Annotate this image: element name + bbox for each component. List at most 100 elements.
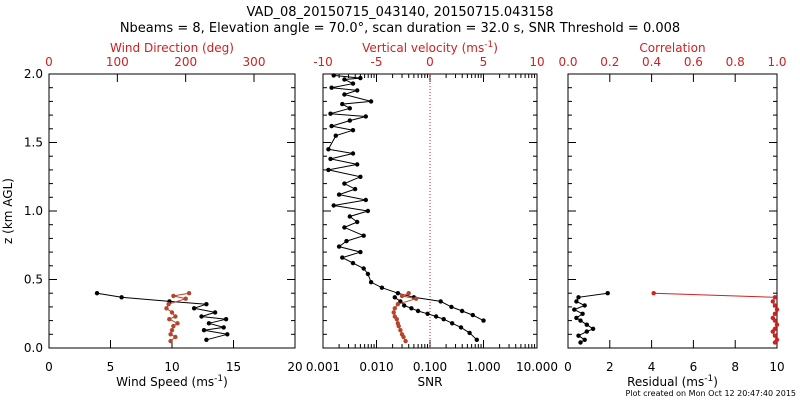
data-point bbox=[358, 174, 363, 179]
data-point bbox=[574, 315, 579, 321]
x-tick-label: 10.000 bbox=[516, 360, 558, 374]
plot-title-line1: VAD_08_20150715_043140, 20150715.043158 bbox=[247, 5, 554, 20]
x-tick-label: 0.010 bbox=[359, 360, 393, 374]
data-point bbox=[344, 238, 349, 244]
data-point bbox=[395, 291, 401, 296]
data-point bbox=[425, 311, 430, 316]
data-point bbox=[333, 133, 338, 138]
x-tick-label: 2 bbox=[606, 360, 614, 374]
top-tick-label: 0.2 bbox=[600, 55, 619, 69]
data-point bbox=[774, 307, 780, 312]
data-point bbox=[358, 249, 363, 255]
data-point bbox=[450, 321, 455, 326]
x-tick-label: 0.100 bbox=[413, 360, 447, 374]
data-point bbox=[171, 323, 176, 329]
data-point bbox=[355, 162, 360, 167]
data-point bbox=[119, 295, 124, 300]
data-point bbox=[368, 280, 374, 285]
data-point bbox=[379, 285, 385, 290]
top-tick-label: -5 bbox=[371, 55, 383, 69]
data-point bbox=[770, 299, 775, 304]
data-point bbox=[342, 225, 347, 230]
data-point bbox=[166, 302, 171, 307]
data-point bbox=[774, 322, 780, 327]
data-point bbox=[204, 337, 209, 342]
data-point bbox=[171, 293, 176, 299]
data-point bbox=[590, 326, 596, 331]
bottom-axis-label: Residual (ms-1) bbox=[627, 374, 718, 389]
data-point bbox=[361, 266, 366, 271]
y-tick-label: 0.5 bbox=[24, 273, 43, 287]
plot-frame bbox=[48, 73, 296, 349]
data-point bbox=[191, 306, 197, 311]
data-point bbox=[342, 181, 347, 186]
data-point bbox=[336, 192, 342, 197]
data-point bbox=[204, 302, 209, 307]
data-point bbox=[391, 310, 396, 315]
data-point bbox=[580, 311, 585, 316]
panel-snr: 0.001 0.010 0.100 1.000 10.000 SNR -10 -5 0 5 10 Ve… bbox=[306, 40, 558, 389]
bottom-axis-label: SNR bbox=[418, 375, 443, 389]
data-point bbox=[441, 317, 446, 322]
data-point bbox=[409, 306, 414, 311]
top-tick-label: 300 bbox=[243, 55, 266, 69]
top-tick-label: 0 bbox=[45, 55, 53, 69]
data-point bbox=[350, 260, 356, 266]
y-tick-label: 2.0 bbox=[24, 67, 43, 81]
data-point bbox=[772, 303, 778, 308]
x-tick-label: 10 bbox=[769, 360, 784, 374]
data-point bbox=[199, 314, 204, 319]
data-point bbox=[394, 317, 399, 322]
y-tick-label: 1.5 bbox=[24, 136, 43, 150]
data-point bbox=[576, 295, 581, 300]
x-tick-label: 0.001 bbox=[306, 360, 340, 374]
data-point bbox=[173, 314, 178, 319]
y-tick-label: 1.0 bbox=[24, 204, 43, 218]
data-point bbox=[449, 304, 454, 310]
data-point bbox=[355, 88, 360, 93]
data-point bbox=[206, 321, 212, 326]
top-tick-label: 1.0 bbox=[767, 55, 786, 69]
data-point bbox=[395, 302, 400, 307]
data-point bbox=[342, 92, 347, 97]
data-point bbox=[365, 208, 371, 214]
bottom-axis-label: Wind Speed (ms-1) bbox=[116, 374, 228, 389]
x-tick-label: 8 bbox=[731, 360, 739, 374]
top-tick-label: 200 bbox=[174, 55, 197, 69]
data-point bbox=[572, 307, 577, 312]
data-point bbox=[582, 337, 587, 342]
data-point bbox=[402, 303, 407, 308]
x-tick-label: 10 bbox=[164, 360, 179, 374]
series-line-residual-1 bbox=[653, 292, 778, 343]
y-axis-label: z (km AGL) bbox=[1, 178, 15, 244]
data-point bbox=[221, 325, 226, 330]
top-axis-label: Wind Direction (deg) bbox=[110, 41, 234, 55]
data-point bbox=[94, 291, 100, 296]
top-tick-label: 0.8 bbox=[726, 55, 745, 69]
top-tick-label: 0.0 bbox=[558, 55, 577, 69]
data-point bbox=[415, 308, 421, 314]
data-point bbox=[342, 77, 347, 82]
data-point bbox=[584, 322, 589, 327]
data-point bbox=[578, 318, 583, 323]
x-tick-label: 5 bbox=[107, 360, 115, 374]
data-point bbox=[403, 338, 408, 344]
data-point bbox=[329, 85, 334, 90]
data-point bbox=[350, 81, 356, 86]
data-point bbox=[392, 295, 397, 300]
data-point bbox=[225, 332, 230, 337]
top-tick-label: -10 bbox=[313, 55, 333, 69]
data-point bbox=[340, 101, 345, 107]
data-point bbox=[167, 317, 172, 322]
data-point bbox=[772, 318, 778, 323]
data-point bbox=[396, 323, 401, 329]
top-tick-label: 5 bbox=[480, 55, 488, 69]
data-point bbox=[352, 186, 358, 192]
x-tick-label: 6 bbox=[690, 360, 698, 374]
data-point bbox=[347, 106, 352, 111]
data-point bbox=[173, 334, 178, 340]
data-point bbox=[164, 306, 169, 311]
data-point bbox=[331, 203, 336, 208]
data-point bbox=[358, 75, 363, 81]
